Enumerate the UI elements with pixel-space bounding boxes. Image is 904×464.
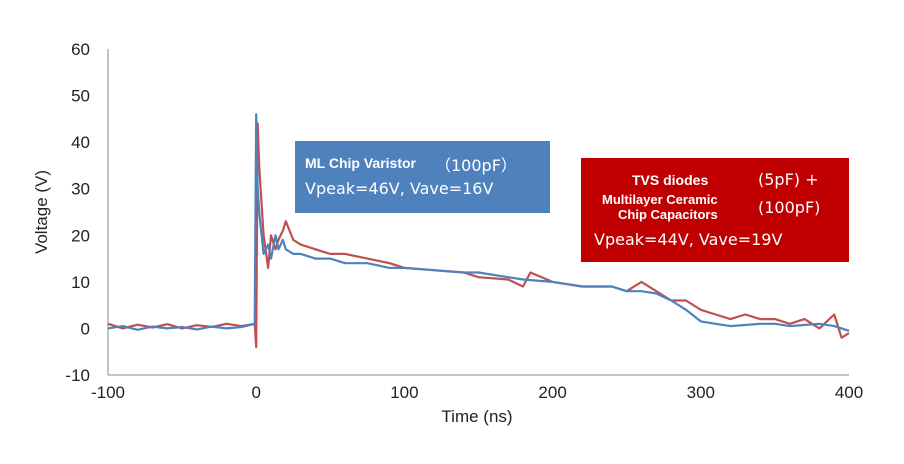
x-tick-label: 200 [538,383,566,402]
series-line-0 [107,113,850,332]
y-tick-label: 60 [71,40,90,59]
x-tick-label: 400 [835,383,863,402]
annotation-ml-chip-varistor: ML Chip Varistor （100pF） Vpeak=46V, Vave… [295,141,550,213]
x-tick-label: 100 [390,383,418,402]
annotation-title: TVS diodes [632,172,709,188]
y-tick-label: 30 [71,180,90,199]
y-tick-label: 10 [71,273,90,292]
annotation-capacitance-2: (100pF) [758,198,821,217]
annotation-subtitle-2: Chip Capacitors [618,207,718,222]
y-tick-label: 40 [71,133,90,152]
annotation-values: Vpeak=46V, Vave=16V [305,179,494,198]
annotation-values: Vpeak=44V, Vave=19V [594,230,783,249]
y-tick-label: 0 [81,319,90,338]
annotation-capacitance: (5pF) + [758,170,819,189]
annotation-title: ML Chip Varistor [305,155,416,171]
y-tick-label: 20 [71,226,90,245]
annotation-tvs-mlcc: TVS diodes (5pF) + Multilayer Ceramic Ch… [581,158,849,262]
y-tick-label: -10 [65,366,90,385]
y-axis-label: Voltage (V) [32,170,51,254]
x-tick-label: -100 [91,383,125,402]
annotation-capacitance: （100pF） [435,156,517,175]
x-tick-label: 0 [251,383,260,402]
x-tick-label: 300 [687,383,715,402]
annotation-subtitle: Multilayer Ceramic [602,192,718,207]
y-tick-label: 50 [71,87,90,106]
x-axis-label: Time (ns) [441,407,512,426]
